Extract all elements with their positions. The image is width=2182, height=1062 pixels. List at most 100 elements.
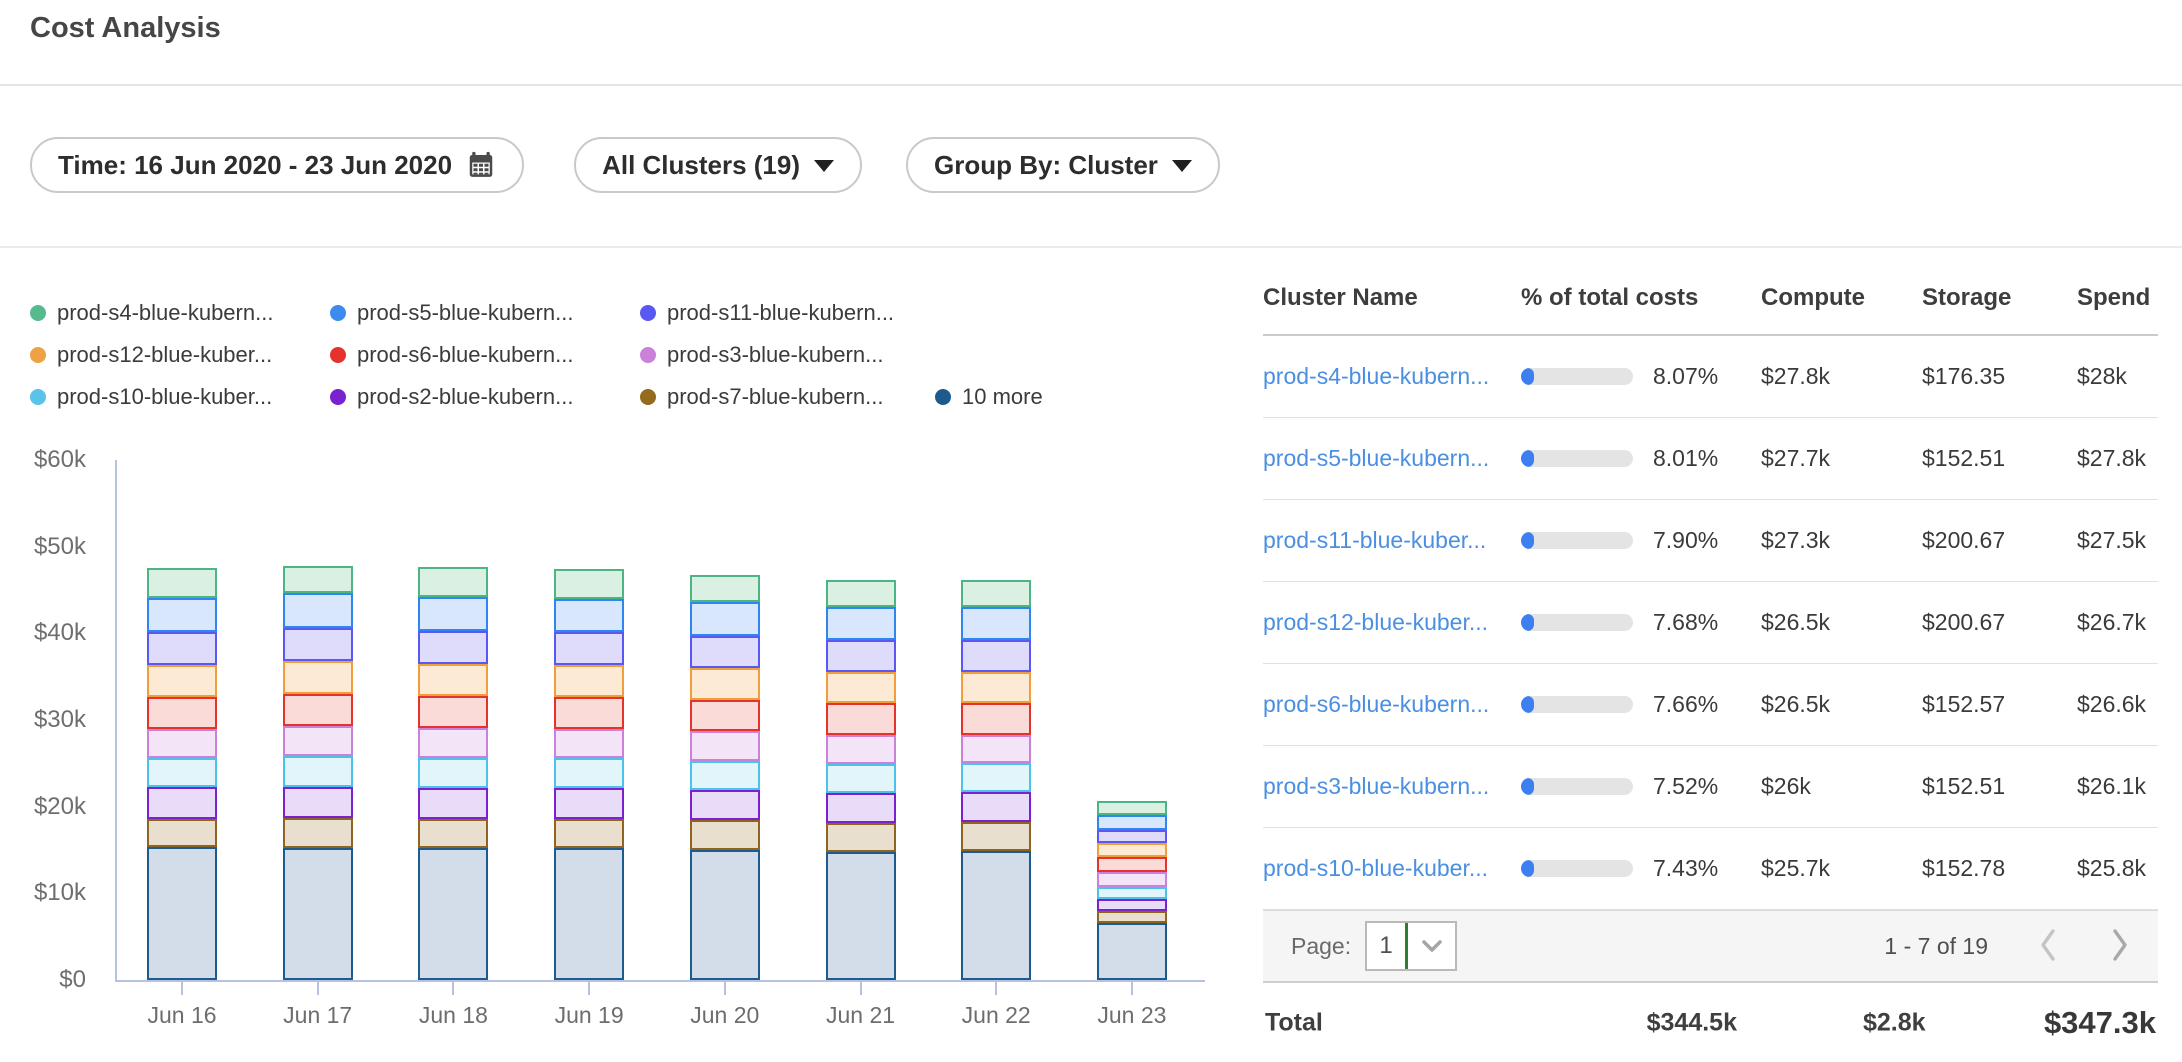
bar-segment-prod-s12[interactable] <box>418 664 488 696</box>
bar-segment-prod-s6[interactable] <box>1097 857 1167 872</box>
bar-segment-10-more[interactable] <box>1097 923 1167 980</box>
page-select[interactable]: 1 <box>1365 921 1457 971</box>
bar-segment-prod-s6[interactable] <box>961 703 1031 734</box>
bar-segment-prod-s2[interactable] <box>283 787 353 818</box>
bar-segment-prod-s11[interactable] <box>554 632 624 665</box>
bar-segment-prod-s3[interactable] <box>147 729 217 758</box>
bar-segment-prod-s10[interactable] <box>961 763 1031 792</box>
bar-segment-prod-s11[interactable] <box>961 640 1031 672</box>
bar-segment-prod-s6[interactable] <box>147 697 217 729</box>
bar-segment-prod-s5[interactable] <box>554 599 624 633</box>
col-header-pct[interactable]: % of total costs <box>1521 284 1761 312</box>
bar-segment-prod-s7[interactable] <box>554 819 624 848</box>
col-header-storage[interactable]: Storage <box>1922 284 2077 312</box>
bar-segment-prod-s3[interactable] <box>1097 872 1167 887</box>
legend-item[interactable]: prod-s4-blue-kubern... <box>30 300 330 326</box>
bar-segment-prod-s5[interactable] <box>283 593 353 628</box>
bar-segment-prod-s4[interactable] <box>961 580 1031 608</box>
legend-item[interactable]: prod-s7-blue-kubern... <box>640 384 935 410</box>
bar-segment-prod-s5[interactable] <box>147 598 217 632</box>
bar-segment-prod-s10[interactable] <box>826 764 896 793</box>
bar-segment-prod-s2[interactable] <box>147 787 217 819</box>
legend-item[interactable]: prod-s2-blue-kubern... <box>330 384 640 410</box>
bar-segment-prod-s7[interactable] <box>1097 911 1167 923</box>
previous-page-icon[interactable] <box>2038 927 2058 968</box>
stacked-bar-jun-21[interactable] <box>826 580 896 980</box>
bar-segment-prod-s10[interactable] <box>418 758 488 787</box>
cluster-name-link[interactable]: prod-s10-blue-kuber... <box>1263 855 1488 881</box>
legend-item[interactable]: prod-s10-blue-kuber... <box>30 384 330 410</box>
bar-segment-prod-s12[interactable] <box>826 672 896 703</box>
bar-segment-prod-s11[interactable] <box>147 632 217 665</box>
bar-segment-prod-s12[interactable] <box>283 661 353 694</box>
stacked-bar-jun-23[interactable] <box>1097 801 1167 980</box>
bar-segment-prod-s4[interactable] <box>283 566 353 594</box>
clusters-filter[interactable]: All Clusters (19) <box>574 137 862 193</box>
bar-segment-prod-s12[interactable] <box>554 665 624 697</box>
time-range-filter[interactable]: Time: 16 Jun 2020 - 23 Jun 2020 <box>30 137 524 193</box>
bar-segment-prod-s7[interactable] <box>961 822 1031 851</box>
bar-segment-prod-s3[interactable] <box>418 728 488 758</box>
bar-segment-prod-s4[interactable] <box>147 568 217 597</box>
legend-item[interactable]: prod-s6-blue-kubern... <box>330 342 640 368</box>
bar-segment-prod-s6[interactable] <box>554 697 624 728</box>
legend-item[interactable]: 10 more <box>935 384 1043 410</box>
bar-segment-prod-s11[interactable] <box>1097 830 1167 844</box>
bar-segment-prod-s7[interactable] <box>283 818 353 848</box>
bar-segment-10-more[interactable] <box>147 847 217 980</box>
bar-segment-10-more[interactable] <box>418 848 488 980</box>
legend-item[interactable]: prod-s11-blue-kubern... <box>640 300 935 326</box>
bar-segment-prod-s2[interactable] <box>690 790 760 820</box>
bar-segment-10-more[interactable] <box>554 848 624 980</box>
bar-segment-prod-s6[interactable] <box>283 694 353 726</box>
bar-segment-10-more[interactable] <box>690 850 760 980</box>
bar-segment-prod-s12[interactable] <box>961 672 1031 703</box>
bar-segment-prod-s2[interactable] <box>826 793 896 823</box>
bar-segment-prod-s11[interactable] <box>826 640 896 672</box>
next-page-icon[interactable] <box>2110 927 2130 968</box>
legend-item[interactable]: prod-s5-blue-kubern... <box>330 300 640 326</box>
bar-segment-prod-s10[interactable] <box>554 758 624 787</box>
cluster-name-link[interactable]: prod-s4-blue-kubern... <box>1263 363 1489 389</box>
bar-segment-prod-s7[interactable] <box>690 820 760 849</box>
bar-segment-prod-s6[interactable] <box>418 696 488 728</box>
bar-segment-prod-s4[interactable] <box>690 575 760 602</box>
bar-segment-prod-s2[interactable] <box>961 792 1031 822</box>
stacked-bar-jun-18[interactable] <box>418 567 488 980</box>
legend-item[interactable]: prod-s12-blue-kuber... <box>30 342 330 368</box>
bar-segment-prod-s12[interactable] <box>690 668 760 700</box>
cluster-name-link[interactable]: prod-s11-blue-kuber... <box>1263 527 1486 553</box>
cluster-name-link[interactable]: prod-s6-blue-kubern... <box>1263 691 1489 717</box>
bar-segment-prod-s4[interactable] <box>826 580 896 608</box>
bar-segment-prod-s6[interactable] <box>690 700 760 731</box>
bar-segment-prod-s4[interactable] <box>418 567 488 596</box>
cluster-name-link[interactable]: prod-s3-blue-kubern... <box>1263 773 1489 799</box>
bar-segment-prod-s7[interactable] <box>418 819 488 848</box>
stacked-bar-jun-22[interactable] <box>961 580 1031 980</box>
bar-segment-prod-s10[interactable] <box>283 756 353 786</box>
cluster-name-link[interactable]: prod-s5-blue-kubern... <box>1263 445 1489 471</box>
bar-segment-prod-s2[interactable] <box>418 788 488 819</box>
stacked-bar-jun-20[interactable] <box>690 575 760 980</box>
bar-segment-prod-s3[interactable] <box>554 729 624 758</box>
bar-segment-prod-s3[interactable] <box>961 735 1031 764</box>
cluster-name-link[interactable]: prod-s12-blue-kuber... <box>1263 609 1488 635</box>
bar-segment-prod-s12[interactable] <box>147 665 217 697</box>
col-header-compute[interactable]: Compute <box>1761 284 1922 312</box>
bar-segment-prod-s3[interactable] <box>690 731 760 760</box>
bar-segment-prod-s5[interactable] <box>690 602 760 636</box>
bar-segment-prod-s4[interactable] <box>554 569 624 598</box>
bar-segment-prod-s7[interactable] <box>147 819 217 848</box>
col-header-cluster-name[interactable]: Cluster Name <box>1263 284 1521 312</box>
bar-segment-prod-s6[interactable] <box>826 703 896 734</box>
bar-segment-prod-s10[interactable] <box>690 761 760 790</box>
stacked-bar-jun-17[interactable] <box>283 566 353 980</box>
bar-segment-prod-s5[interactable] <box>1097 815 1167 830</box>
bar-segment-10-more[interactable] <box>826 852 896 980</box>
bar-segment-prod-s11[interactable] <box>690 636 760 668</box>
bar-segment-prod-s5[interactable] <box>826 607 896 640</box>
stacked-bar-jun-16[interactable] <box>147 568 217 980</box>
bar-segment-prod-s7[interactable] <box>826 823 896 852</box>
bar-segment-prod-s2[interactable] <box>554 788 624 819</box>
bar-segment-10-more[interactable] <box>283 848 353 980</box>
